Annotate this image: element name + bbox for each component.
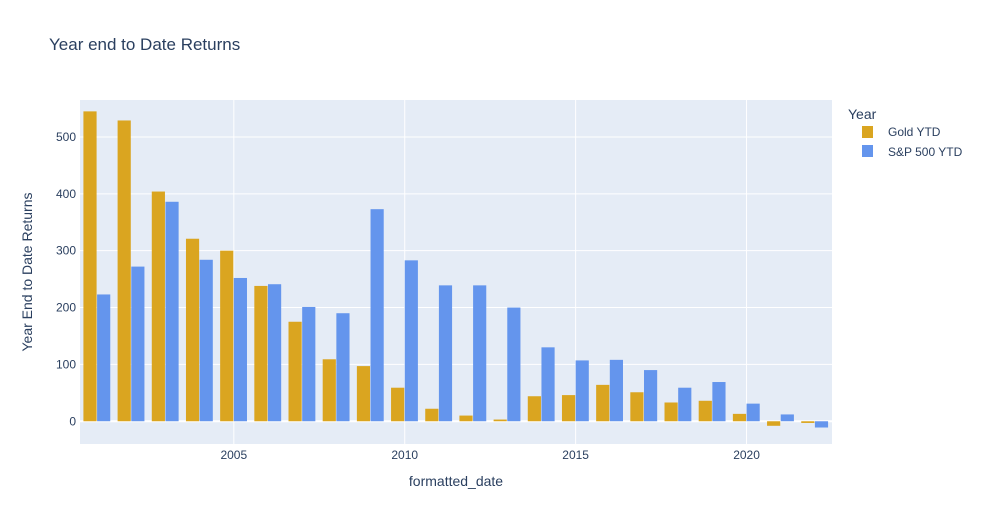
bar-gold-2021[interactable] (767, 421, 781, 426)
bar-gold-2011[interactable] (425, 408, 439, 422)
y-tick-label: 400 (56, 187, 76, 201)
bar-sp500-2012[interactable] (473, 285, 487, 422)
x-tick-label: 2010 (391, 448, 418, 462)
x-tick-label: 2020 (733, 448, 760, 462)
bar-sp500-2005[interactable] (233, 277, 247, 422)
legend-item-gold[interactable]: Gold YTD (862, 125, 941, 139)
bar-sp500-2015[interactable] (575, 360, 589, 422)
legend-title: Year (848, 106, 877, 122)
y-tick-labels: 0 100 200 300 400 500 (56, 130, 76, 428)
bars (83, 111, 829, 428)
legend-item-sp500[interactable]: S&P 500 YTD (862, 145, 963, 159)
bar-gold-2014[interactable] (527, 396, 541, 422)
chart-title: Year end to Date Returns (49, 35, 240, 54)
y-axis-label: Year End to Date Returns (19, 192, 35, 351)
bar-sp500-2010[interactable] (404, 260, 418, 422)
bar-gold-2010[interactable] (391, 387, 405, 422)
x-tick-label: 2005 (220, 448, 247, 462)
bar-gold-2007[interactable] (288, 321, 302, 422)
legend[interactable]: Year Gold YTD S&P 500 YTD (848, 106, 963, 159)
bar-gold-2012[interactable] (459, 415, 473, 422)
bar-sp500-2014[interactable] (541, 347, 555, 422)
bar-gold-2002[interactable] (117, 120, 131, 422)
bar-gold-2022[interactable] (801, 421, 815, 423)
bar-gold-2006[interactable] (254, 285, 268, 422)
y-tick-label: 300 (56, 244, 76, 258)
bar-sp500-2008[interactable] (336, 313, 350, 422)
bar-gold-2020[interactable] (732, 413, 747, 422)
bar-gold-2008[interactable] (322, 359, 336, 422)
y-tick-label: 100 (56, 357, 76, 371)
legend-swatch-gold (862, 126, 873, 138)
bar-gold-2001[interactable] (83, 111, 97, 422)
bar-gold-2018[interactable] (664, 402, 678, 422)
bar-sp500-2022[interactable] (814, 421, 829, 428)
legend-label-gold: Gold YTD (888, 125, 941, 139)
bar-gold-2019[interactable] (698, 400, 712, 422)
bar-sp500-2009[interactable] (370, 209, 384, 422)
y-tick-label: 500 (56, 130, 76, 144)
bar-sp500-2011[interactable] (438, 285, 453, 422)
bar-sp500-2017[interactable] (644, 370, 658, 422)
x-tick-labels: 2005 2010 2015 2020 (220, 448, 760, 462)
bar-sp500-2013[interactable] (507, 307, 521, 422)
bar-gold-2009[interactable] (356, 366, 371, 422)
x-tick-label: 2015 (562, 448, 589, 462)
y-tick-label: 200 (56, 301, 76, 315)
bar-sp500-2018[interactable] (678, 387, 692, 422)
bar-sp500-2004[interactable] (199, 259, 213, 422)
x-axis-label: formatted_date (409, 473, 503, 489)
bar-gold-2005[interactable] (220, 250, 234, 422)
bar-sp500-2003[interactable] (165, 201, 179, 422)
bar-gold-2004[interactable] (185, 238, 200, 422)
bar-gold-2016[interactable] (596, 384, 610, 422)
bar-gold-2003[interactable] (151, 191, 165, 422)
bar-sp500-2001[interactable] (97, 294, 111, 422)
bar-gold-2017[interactable] (630, 392, 644, 422)
bar-sp500-2006[interactable] (268, 284, 282, 422)
bar-gold-2015[interactable] (561, 395, 576, 422)
y-tick-label: 0 (69, 414, 76, 428)
bar-sp500-2021[interactable] (780, 414, 794, 422)
bar-sp500-2019[interactable] (712, 382, 726, 422)
bar-sp500-2007[interactable] (302, 306, 316, 422)
bar-sp500-2002[interactable] (131, 266, 145, 422)
bar-sp500-2016[interactable] (609, 359, 623, 422)
bar-sp500-2020[interactable] (746, 403, 760, 422)
legend-swatch-sp500 (862, 145, 873, 157)
legend-label-sp500: S&P 500 YTD (888, 145, 963, 159)
bar-gold-2013[interactable] (493, 419, 507, 422)
